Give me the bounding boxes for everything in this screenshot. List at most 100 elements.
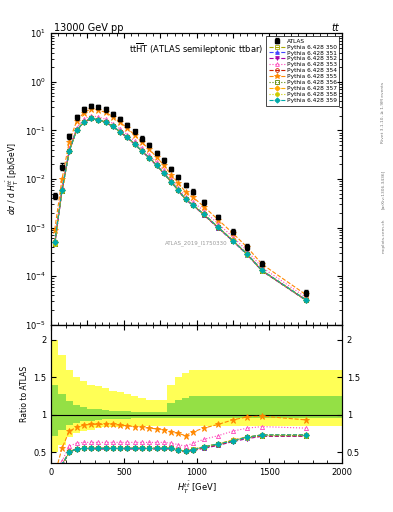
Pythia 6.428 355 [140, 139, 144, 145]
Pythia 6.428 352 [89, 116, 94, 122]
Pythia 6.428 351 [89, 115, 94, 121]
Pythia 6.428 354 [231, 238, 235, 244]
Line: Pythia 6.428 354: Pythia 6.428 354 [53, 116, 308, 302]
Pythia 6.428 354 [110, 123, 115, 130]
Pythia 6.428 355 [118, 119, 123, 125]
Pythia 6.428 359 [169, 179, 173, 185]
X-axis label: $H_T^{t\bar{t}}$ [GeV]: $H_T^{t\bar{t}}$ [GeV] [177, 480, 216, 496]
Pythia 6.428 353 [216, 221, 221, 227]
Pythia 6.428 353 [60, 184, 64, 190]
Pythia 6.428 358 [110, 123, 115, 130]
Pythia 6.428 354 [89, 115, 94, 121]
Pythia 6.428 353 [303, 294, 308, 300]
Pythia 6.428 352 [162, 170, 166, 177]
Pythia 6.428 354 [118, 129, 123, 135]
Pythia 6.428 354 [245, 251, 250, 258]
Pythia 6.428 356 [231, 238, 235, 244]
Pythia 6.428 350 [154, 162, 159, 168]
Pythia 6.428 358 [162, 170, 166, 176]
Pythia 6.428 354 [125, 134, 130, 140]
Pythia 6.428 351 [169, 179, 173, 185]
Pythia 6.428 356 [140, 148, 144, 154]
Pythia 6.428 358 [191, 202, 195, 208]
Pythia 6.428 357 [103, 119, 108, 125]
Pythia 6.428 355 [231, 230, 235, 237]
Text: [arXiv:1306.3436]: [arXiv:1306.3436] [381, 170, 385, 209]
Pythia 6.428 353 [52, 238, 57, 244]
Pythia 6.428 351 [110, 123, 115, 130]
Pythia 6.428 358 [89, 115, 94, 121]
Pythia 6.428 357 [81, 119, 86, 125]
Pythia 6.428 353 [89, 113, 94, 119]
Pythia 6.428 357 [183, 196, 188, 202]
Pythia 6.428 355 [154, 154, 159, 160]
Pythia 6.428 354 [60, 187, 64, 193]
Pythia 6.428 357 [132, 141, 137, 147]
Pythia 6.428 359 [162, 170, 166, 176]
Pythia 6.428 357 [260, 267, 264, 273]
Pythia 6.428 353 [176, 185, 181, 191]
Pythia 6.428 356 [216, 224, 221, 230]
Pythia 6.428 357 [154, 162, 159, 168]
Pythia 6.428 356 [176, 187, 181, 194]
Pythia 6.428 356 [96, 117, 101, 123]
Pythia 6.428 355 [89, 106, 94, 112]
Legend: ATLAS, Pythia 6.428 350, Pythia 6.428 351, Pythia 6.428 352, Pythia 6.428 353, P: ATLAS, Pythia 6.428 350, Pythia 6.428 35… [266, 36, 339, 105]
Pythia 6.428 358 [52, 241, 57, 247]
Pythia 6.428 350 [245, 251, 250, 258]
Pythia 6.428 351 [103, 119, 108, 125]
Pythia 6.428 355 [67, 139, 72, 145]
Line: Pythia 6.428 357: Pythia 6.428 357 [53, 116, 308, 302]
Pythia 6.428 351 [81, 119, 86, 125]
Pythia 6.428 351 [154, 162, 159, 168]
Pythia 6.428 351 [52, 241, 57, 247]
Pythia 6.428 358 [103, 119, 108, 125]
Pythia 6.428 353 [147, 152, 152, 158]
Pythia 6.428 358 [60, 187, 64, 194]
Pythia 6.428 358 [67, 148, 72, 154]
Pythia 6.428 357 [140, 148, 144, 154]
Pythia 6.428 357 [202, 211, 206, 217]
Pythia 6.428 352 [183, 197, 188, 203]
Pythia 6.428 356 [132, 141, 137, 147]
Pythia 6.428 355 [60, 176, 64, 182]
Pythia 6.428 354 [154, 162, 159, 168]
Pythia 6.428 351 [202, 211, 206, 218]
Pythia 6.428 357 [89, 115, 94, 121]
Pythia 6.428 355 [202, 203, 206, 209]
Pythia 6.428 354 [169, 179, 173, 185]
Pythia 6.428 356 [103, 119, 108, 125]
Pythia 6.428 355 [132, 132, 137, 138]
Pythia 6.428 351 [176, 187, 181, 194]
Pythia 6.428 356 [202, 211, 206, 217]
Pythia 6.428 350 [74, 127, 79, 134]
Pythia 6.428 352 [303, 297, 308, 303]
Text: ATLAS_2019_I1750330: ATLAS_2019_I1750330 [165, 240, 228, 246]
Pythia 6.428 353 [202, 208, 206, 214]
Pythia 6.428 356 [245, 251, 250, 258]
Pythia 6.428 350 [202, 211, 206, 217]
Pythia 6.428 350 [162, 170, 166, 176]
Line: Pythia 6.428 355: Pythia 6.428 355 [51, 105, 309, 297]
Pythia 6.428 352 [140, 148, 144, 155]
Line: Pythia 6.428 352: Pythia 6.428 352 [53, 117, 308, 302]
Pythia 6.428 354 [202, 211, 206, 218]
Pythia 6.428 353 [125, 132, 130, 138]
Pythia 6.428 354 [67, 147, 72, 154]
Pythia 6.428 352 [154, 162, 159, 168]
Pythia 6.428 352 [260, 268, 264, 274]
Pythia 6.428 353 [183, 194, 188, 200]
Text: tt$\overline{\rm H}$T (ATLAS semileptonic ttbar): tt$\overline{\rm H}$T (ATLAS semileptoni… [129, 42, 264, 57]
Pythia 6.428 351 [132, 141, 137, 147]
Pythia 6.428 352 [176, 188, 181, 194]
Pythia 6.428 357 [118, 129, 123, 135]
Pythia 6.428 357 [191, 202, 195, 208]
Pythia 6.428 353 [132, 138, 137, 144]
Pythia 6.428 350 [110, 123, 115, 130]
Pythia 6.428 354 [96, 117, 101, 123]
Pythia 6.428 355 [169, 172, 173, 178]
Pythia 6.428 357 [52, 239, 57, 245]
Pythia 6.428 351 [67, 148, 72, 154]
Pythia 6.428 355 [183, 189, 188, 195]
Pythia 6.428 358 [154, 162, 159, 168]
